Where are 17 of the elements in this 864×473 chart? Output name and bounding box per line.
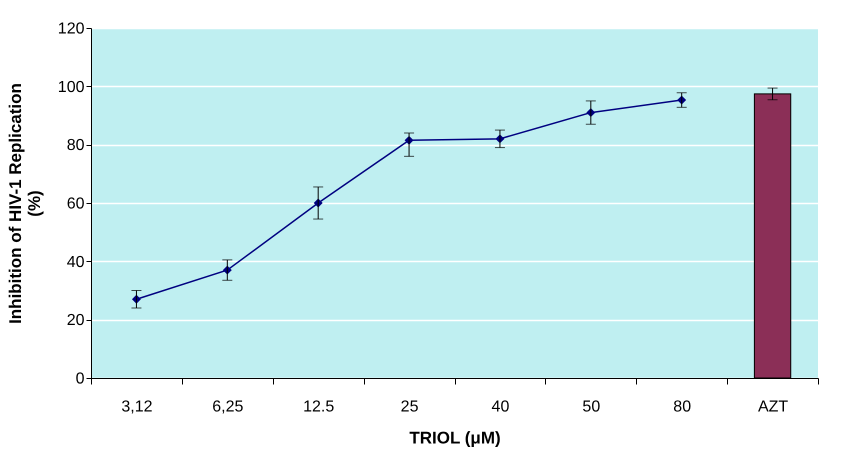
x-tick-label: AZT bbox=[758, 398, 788, 416]
x-tick-label: 25 bbox=[400, 398, 419, 416]
y-axis-title: Inhibition of HIV-1 Replication (%) bbox=[6, 83, 44, 324]
y-tick-label: 20 bbox=[66, 312, 85, 330]
y-tick-label: 40 bbox=[66, 254, 85, 271]
x-tick-label: 40 bbox=[492, 398, 510, 416]
y-tick-label: 0 bbox=[76, 370, 85, 388]
x-tick-label: 3,12 bbox=[121, 398, 153, 416]
x-tick-label: 6,25 bbox=[212, 398, 244, 416]
y-tick-label: 100 bbox=[58, 78, 85, 96]
x-tick-label: 50 bbox=[582, 398, 600, 416]
y-tick-label: 60 bbox=[66, 196, 85, 212]
y-tick-label: 80 bbox=[66, 137, 85, 154]
x-axis-title: TRIOL (μM) bbox=[409, 428, 501, 448]
y-tick-label: 120 bbox=[58, 20, 85, 38]
x-tick-label: 80 bbox=[673, 398, 692, 416]
x-tick-label: 12.5 bbox=[303, 398, 334, 416]
